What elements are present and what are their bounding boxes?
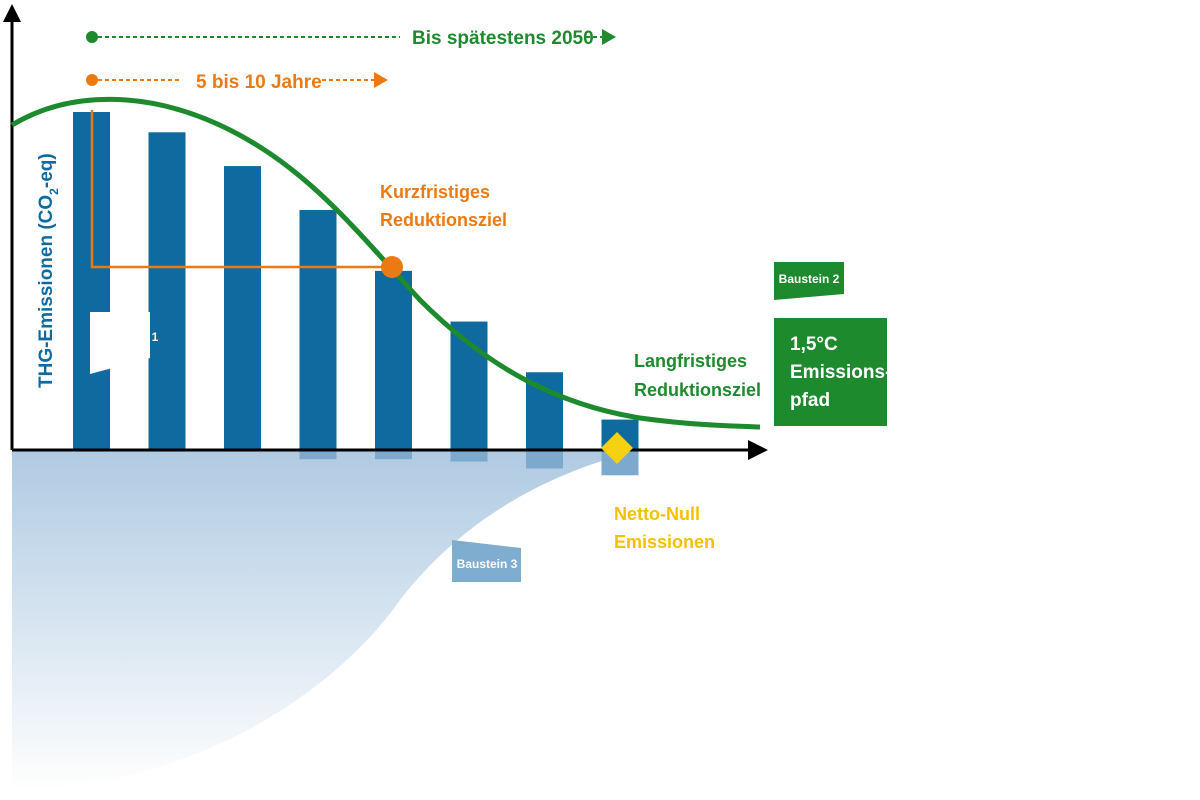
timeline-2050-start-dot [86,31,98,43]
short-term-target-dot [381,256,403,278]
timeline-short-start-dot [86,74,98,86]
removal-bar [299,450,337,460]
net-zero-diamond-icon [601,432,633,464]
baustein-1-label: Baustein 1 [98,330,159,344]
timeline-2050-label: Bis spätestens 2050 [412,28,594,49]
baustein-2-label: Baustein 2 [779,272,840,286]
emission-bar [299,210,337,450]
emission-path-box [774,318,887,426]
short-term-bracket [90,110,392,269]
emission-bar [375,270,412,450]
emission-path-box-text: 1,5°C Emissions- pfad [790,334,897,411]
y-axis-arrow-icon [3,4,21,22]
timeline-2050-arrow-icon [602,29,616,45]
emission-bars [73,112,639,476]
baustein-1-tag [90,312,150,374]
timeline-short-label: 5 bis 10 Jahre [196,72,322,93]
emission-bar [224,166,261,450]
timeline-short-arrow-icon [374,72,388,88]
removal-bar [450,450,488,462]
net-zero-label: Netto-Null Emissionen [614,504,715,552]
x-axis-arrow-icon [748,440,768,460]
short-term-target-label: Kurzfristiges Reduktionsziel [380,182,507,230]
y-axis-label: THG-Emissionen (CO2-eq) [36,153,61,388]
emissions-path-curve [10,96,761,430]
removal-area [12,450,640,790]
emission-bar [148,132,186,450]
baustein-3-label: Baustein 3 [457,557,518,571]
removal-bar [375,450,412,460]
long-term-target-label: Langfristiges Reduktionsziel [634,351,761,400]
removal-bar [526,450,563,469]
baustein-2-tag [774,262,844,300]
baustein-3-tag [452,540,521,582]
